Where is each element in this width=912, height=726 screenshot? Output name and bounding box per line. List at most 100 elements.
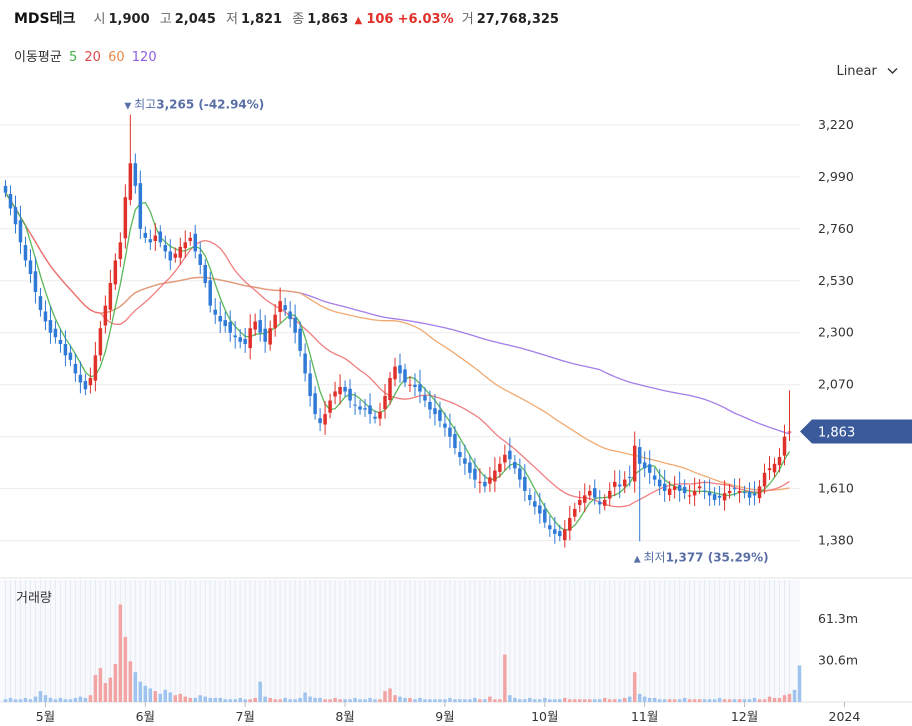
candle-body (213, 309, 217, 315)
candle-body (208, 280, 212, 306)
candle-body (313, 393, 317, 415)
candle-body (93, 355, 98, 381)
volume-bar (727, 699, 732, 702)
candle-body (263, 328, 267, 342)
last-price-tag: 1,863 (800, 419, 912, 444)
scale-toggle-dropdown[interactable]: Linear (836, 64, 898, 79)
volume-bar (672, 699, 677, 702)
candle-body (53, 328, 58, 338)
candle-body (707, 492, 712, 496)
volume-bar (48, 697, 53, 702)
volume-bar (303, 692, 307, 702)
high-value: 3,265 (-42.94%) (156, 98, 264, 112)
volume-bar (238, 697, 242, 702)
quote-header: MDS테크 시 1,900 고 2,045 저 1,821 종 1,863 ▲ 106 … (0, 0, 912, 36)
volume-bar (378, 699, 382, 702)
volume-bar (208, 697, 212, 702)
candle-body (453, 433, 457, 448)
volume-bar (328, 699, 332, 702)
volume-bar (573, 699, 577, 702)
volume-bar (543, 697, 547, 702)
volume-bar (483, 699, 487, 702)
volume-bar (403, 697, 407, 702)
volume-bar (173, 695, 178, 702)
candle-body (503, 454, 507, 463)
candle-body (273, 314, 277, 329)
volume-bar (787, 693, 792, 702)
candle-body (667, 488, 672, 495)
high-value: 2,045 (174, 12, 216, 27)
candle-body (388, 377, 392, 401)
x-tick-label: 11월 (631, 709, 658, 724)
candle-body (288, 311, 292, 320)
candle-body (573, 508, 577, 517)
candle-body (772, 463, 777, 473)
candle-body (128, 163, 133, 200)
volume-bar (652, 697, 657, 702)
volume-bar (58, 697, 63, 702)
candle-body (438, 410, 442, 421)
volume-bar (627, 696, 632, 702)
candle-body (113, 260, 118, 285)
volume-bar (233, 699, 237, 702)
volume-bar (478, 699, 482, 702)
candle-body (268, 328, 272, 345)
candle-body (742, 492, 747, 494)
volume-bar (348, 699, 352, 702)
candle-body (752, 493, 757, 496)
candle-body (463, 458, 467, 464)
volume-bar (752, 697, 757, 702)
candle-body (383, 396, 387, 410)
volume-bar (692, 699, 697, 702)
x-tick-label: 9월 (435, 709, 454, 724)
candle-body (323, 414, 327, 425)
volume-bar (617, 699, 622, 702)
candle-body (593, 488, 597, 498)
volume-bar (158, 693, 163, 702)
candle-body (118, 242, 123, 260)
moving-average-legend[interactable]: 이동평균 5 20 60 120 (14, 46, 160, 65)
volume-bar (148, 688, 153, 702)
change-value: 106 (366, 12, 394, 27)
volume-bar (777, 697, 782, 702)
candle-body (622, 479, 627, 487)
volume-bar (3, 699, 8, 702)
low-value: 1,377 (35.29%) (666, 550, 769, 564)
candle-body (523, 476, 527, 491)
volume-bar (682, 697, 687, 702)
candle-body (293, 317, 297, 333)
volume-bar (762, 699, 767, 702)
y-tick-label: 1,380 (818, 533, 854, 548)
volume-bar (498, 699, 502, 702)
volume-bar (253, 697, 257, 702)
candle-body (183, 242, 188, 249)
close-value: 1,863 (307, 12, 349, 27)
candle-body (473, 468, 477, 480)
volume-bar (123, 636, 128, 702)
candle-body (178, 246, 183, 258)
candle-body (533, 501, 537, 507)
candle-body (403, 369, 407, 383)
ma-5-line (4, 192, 791, 531)
volume-bar (178, 693, 183, 702)
volume-bar (468, 699, 472, 702)
volume-bar (448, 697, 452, 702)
low-annotation: ▲ 최저1,377 (35.29%) (634, 550, 769, 564)
volume-bar (318, 697, 322, 702)
volume-bar (702, 699, 707, 702)
candle-body (248, 328, 252, 349)
ma-20-line (4, 192, 790, 508)
volume-bar (722, 699, 727, 702)
last-price-tag-bg (800, 419, 912, 444)
volume-bar (68, 699, 73, 702)
candle-body (702, 490, 707, 492)
candle-body (33, 271, 38, 293)
volume-bar (697, 699, 702, 702)
volume-bar (513, 697, 517, 702)
candlesticks (3, 114, 792, 548)
volume-bar (642, 696, 647, 702)
chevron-down-icon (887, 64, 898, 79)
candle-body (373, 416, 377, 419)
candle-body (597, 501, 602, 505)
